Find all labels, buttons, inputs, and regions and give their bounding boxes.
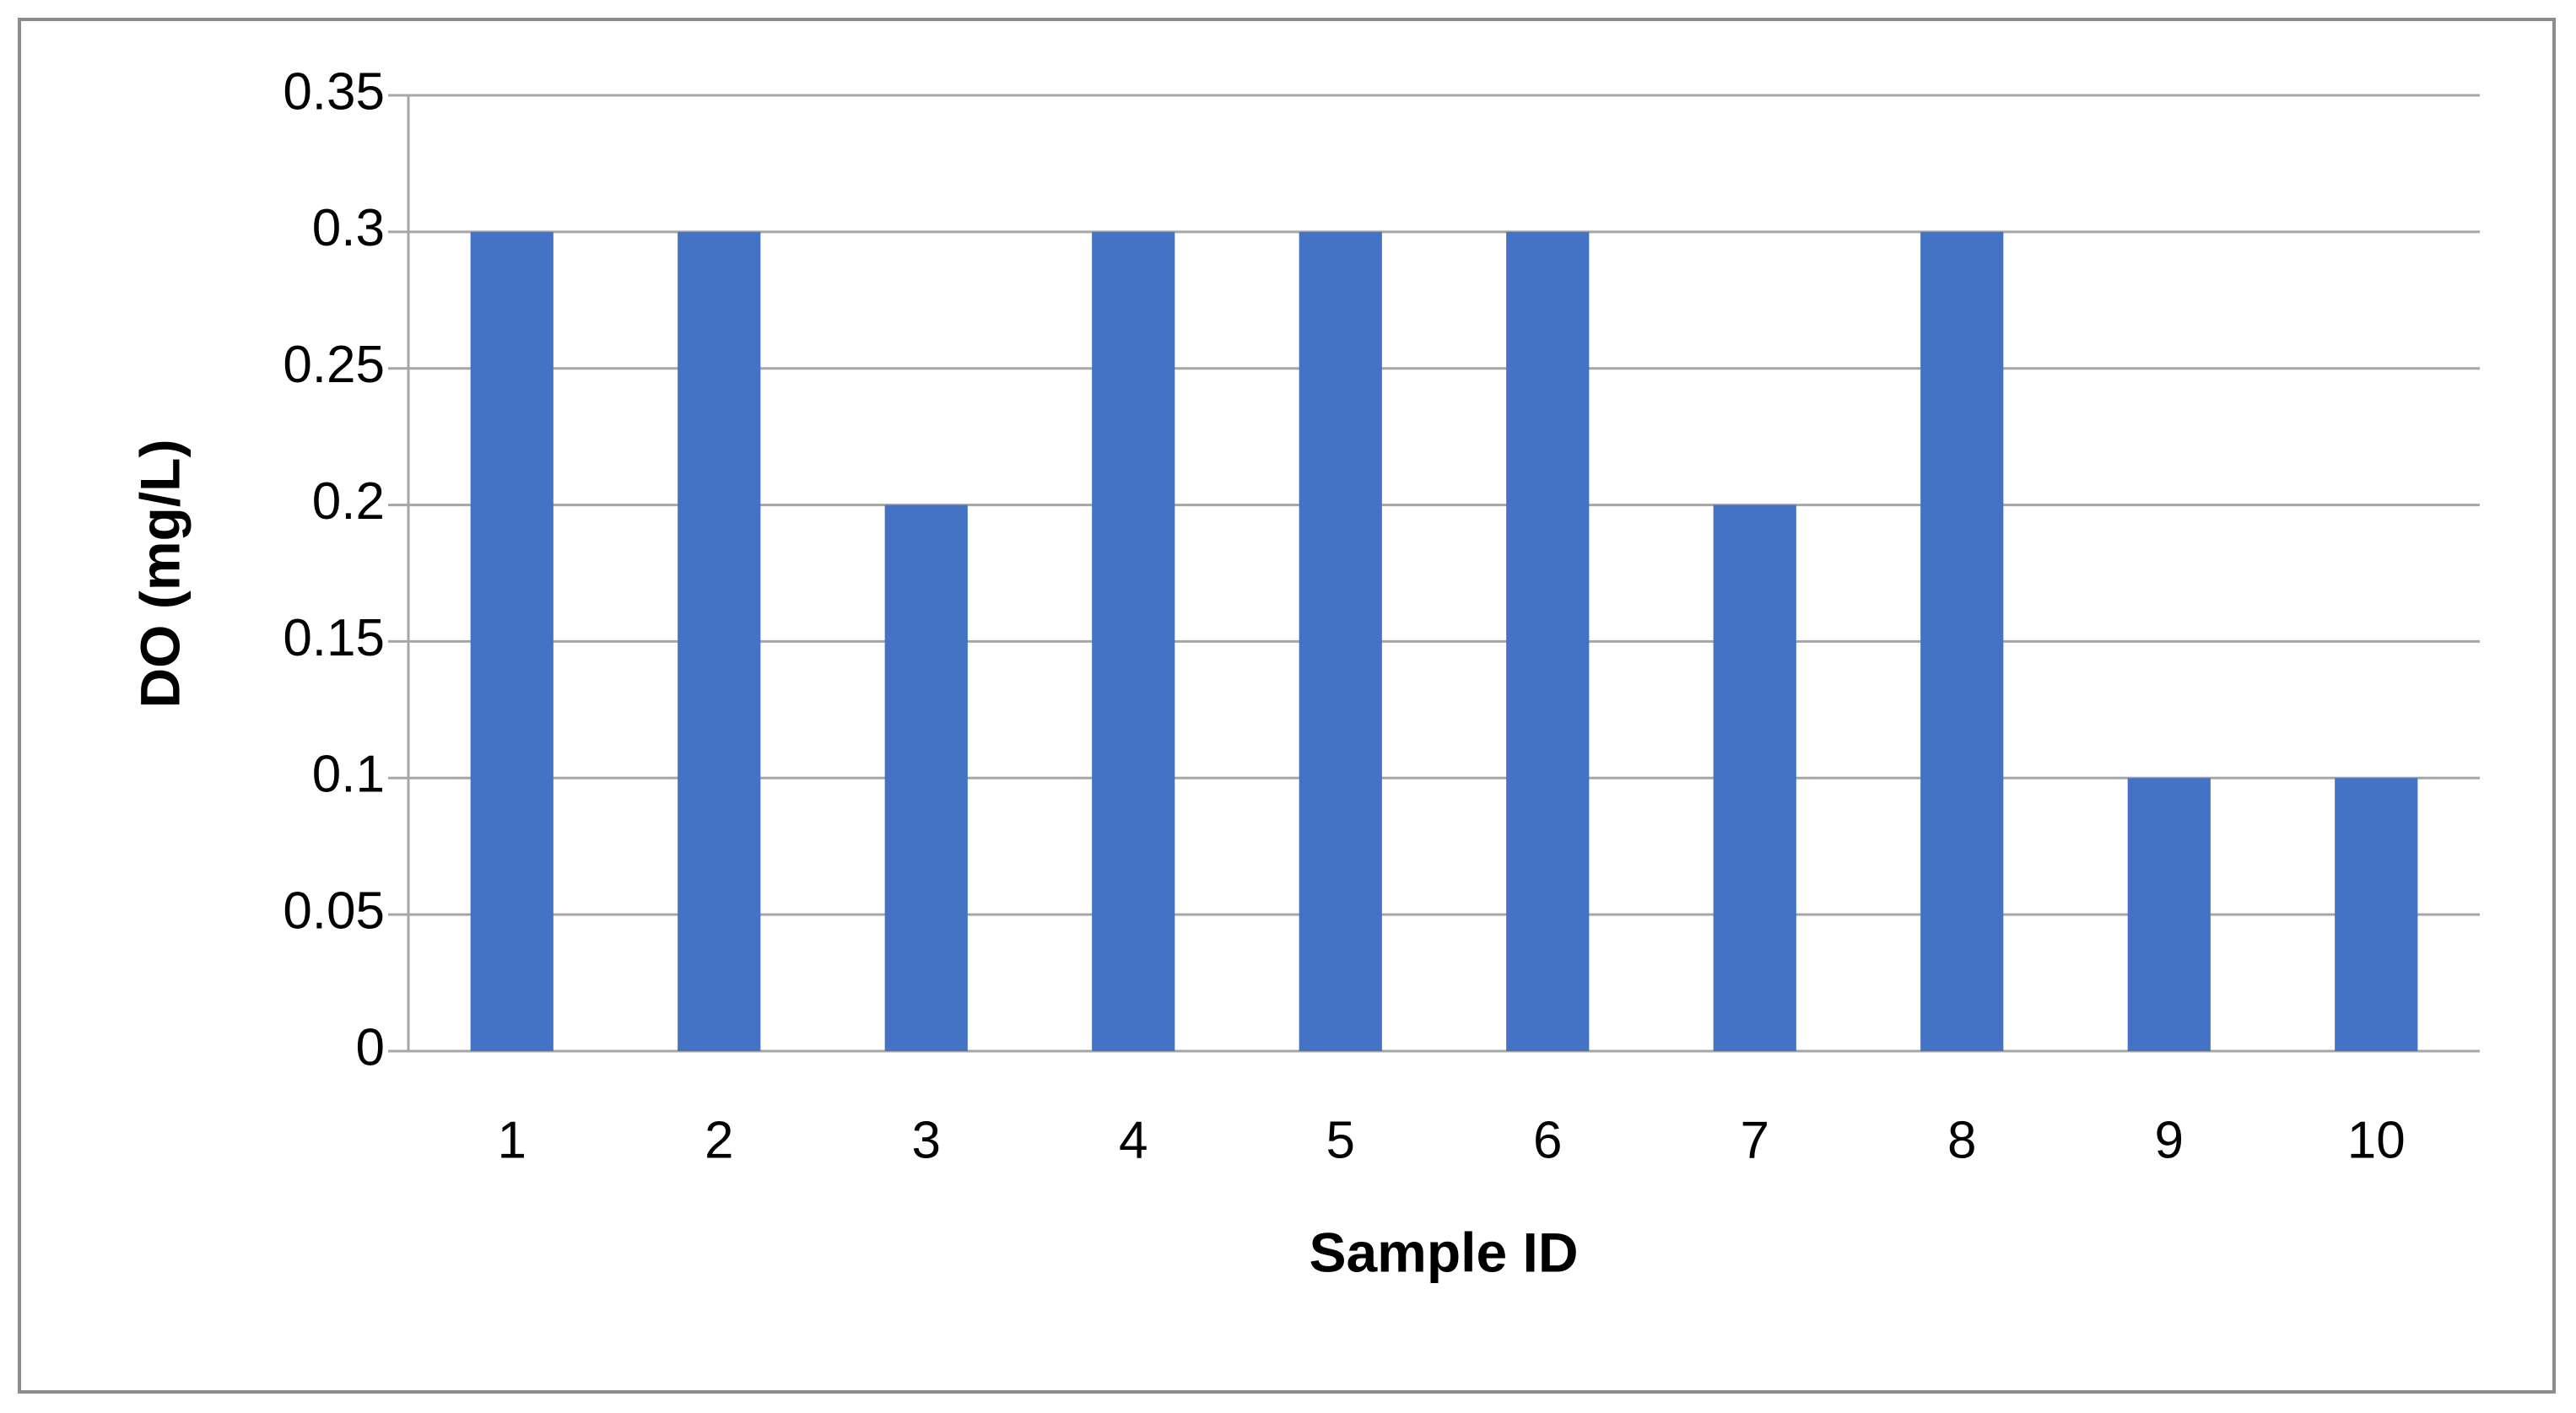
bar [470, 231, 554, 1051]
y-tick-label: 0.35 [283, 62, 385, 121]
bar [1713, 504, 1796, 1051]
bar [678, 231, 761, 1051]
x-axis-title: Sample ID [1309, 1221, 1578, 1283]
x-tick-label: 6 [1533, 1111, 1562, 1169]
x-tick-label: 3 [912, 1111, 941, 1169]
y-axis-title: DO (mg/L) [128, 440, 191, 709]
bar [884, 504, 968, 1051]
y-tick-label: 0.15 [283, 609, 385, 667]
x-tick-label: 4 [1119, 1111, 1148, 1169]
y-tick-label: 0.3 [312, 199, 385, 257]
y-tick-label: 0.2 [312, 472, 385, 531]
x-tick-label: 9 [2155, 1111, 2184, 1169]
bar [1092, 231, 1175, 1051]
y-tick-label: 0.1 [312, 746, 385, 804]
x-tick-label: 2 [705, 1111, 733, 1169]
bar [1920, 231, 2004, 1051]
bar [1506, 231, 1590, 1051]
y-tick-label: 0.25 [283, 336, 385, 394]
x-tick-label: 7 [1741, 1111, 1769, 1169]
y-tick-label: 0.05 [283, 882, 385, 941]
x-tick-label: 10 [2347, 1111, 2406, 1169]
x-tick-label: 8 [1947, 1111, 1976, 1169]
bar [2127, 778, 2211, 1051]
y-tick-label: 0 [356, 1018, 385, 1076]
x-tick-label: 1 [498, 1111, 527, 1169]
bar [1299, 231, 1382, 1051]
chart-border [18, 18, 2556, 1394]
bar [2335, 778, 2418, 1051]
x-tick-label: 5 [1326, 1111, 1355, 1169]
